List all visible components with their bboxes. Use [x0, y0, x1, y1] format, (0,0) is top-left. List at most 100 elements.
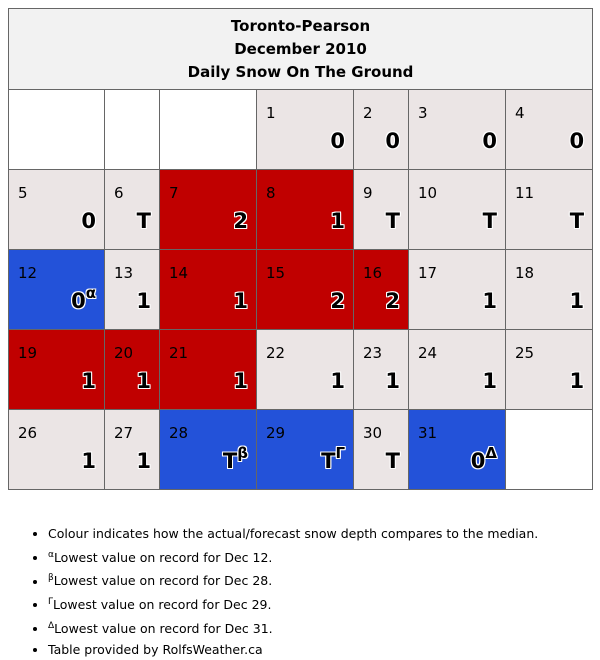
footnote-text: Lowest value on record for Dec 28.: [53, 573, 273, 589]
day-number: 4: [515, 104, 525, 122]
snow-depth-value: 1: [233, 369, 248, 393]
snow-depth-value: 1: [569, 369, 585, 393]
month-title: December 2010: [234, 39, 367, 58]
snow-depth-value: 2: [233, 209, 248, 233]
snow-depth-value: 0: [330, 129, 345, 153]
day-number: 10: [418, 184, 438, 202]
day-cell-14: 14 1: [159, 249, 257, 330]
day-cell-13: 13 1: [104, 249, 160, 330]
day-number: 31: [418, 424, 438, 442]
day-cell-15: 15 2: [256, 249, 354, 330]
day-cell-31: 31 0Δ: [408, 409, 506, 490]
empty-day-cell: [504, 409, 594, 490]
footnote-marker: α: [85, 284, 96, 302]
day-cell-28: 28 Tβ: [159, 409, 257, 490]
snow-depth-value: 0: [482, 129, 497, 153]
day-number: 20: [114, 344, 134, 362]
snow-depth-value: 2: [385, 289, 400, 313]
snow-depth-value: 1: [81, 449, 96, 473]
week-row: 26 1 27 1 28 Tβ 29 TΓ 30 T 31 0Δ: [8, 409, 594, 490]
footnote-symbol: Γ: [48, 597, 54, 608]
snow-depth-value: 1: [136, 369, 151, 393]
footnote-symbol: α: [48, 549, 54, 560]
day-number: 29: [266, 424, 286, 442]
day-number: 30: [363, 424, 383, 442]
snow-depth-value: Tβ: [222, 444, 248, 473]
day-cell-30: 30 T: [353, 409, 409, 490]
footnotes-list: Colour indicates how the actual/forecast…: [8, 524, 538, 660]
snow-depth-value: T: [482, 209, 497, 233]
day-number: 23: [363, 344, 383, 362]
day-cell-27: 27 1: [104, 409, 160, 490]
snow-depth-value: T: [569, 209, 585, 233]
day-cell-26: 26 1: [8, 409, 105, 490]
footnote-text: Lowest value on record for Dec 29.: [53, 597, 272, 613]
week-row: 5 0 6 T 7 2 8 1 9 T 10 T 11 T: [8, 169, 594, 250]
footnote-text: Lowest value on record for Dec 31.: [54, 621, 273, 636]
day-cell-20: 20 1: [104, 329, 160, 410]
day-number: 7: [169, 184, 179, 202]
snow-depth-value: 0Δ: [470, 444, 497, 473]
day-cell-12: 12 0α: [8, 249, 105, 330]
day-number: 5: [18, 184, 28, 202]
week-row: 19 1 20 1 21 1 22 1 23 1 24 1 25 1: [8, 329, 594, 410]
footnote-item: αLowest value on record for Dec 12.: [48, 545, 538, 569]
footnote-marker: Δ: [485, 444, 497, 462]
day-number: 19: [18, 344, 38, 362]
day-number: 13: [114, 264, 134, 282]
day-cell-21: 21 1: [159, 329, 257, 410]
day-number: 22: [266, 344, 286, 362]
table-header: Toronto-Pearson December 2010 Daily Snow…: [7, 8, 594, 90]
metric-title: Daily Snow On The Ground: [187, 62, 414, 81]
snow-depth-value: 2: [330, 289, 345, 313]
week-row: 12 0α 13 1 14 1 15 2 16 2 17 1 18 1: [8, 249, 594, 330]
empty-day-cell: [8, 89, 105, 170]
day-cell-19: 19 1: [8, 329, 105, 410]
day-number: 16: [363, 264, 383, 282]
day-cell-29: 29 TΓ: [256, 409, 354, 490]
snow-depth-value: 1: [569, 289, 585, 313]
day-number: 14: [169, 264, 189, 282]
snow-depth-value: T: [385, 449, 400, 473]
day-cell-11: 11 T: [504, 169, 594, 250]
snow-depth-value: 1: [330, 209, 345, 233]
snow-depth-value: 1: [482, 369, 497, 393]
footnote-item: ΔLowest value on record for Dec 31.: [48, 616, 538, 640]
snow-depth-value: 1: [330, 369, 345, 393]
footnote-item: βLowest value on record for Dec 28.: [48, 568, 538, 592]
snow-depth-value: 0α: [71, 284, 96, 313]
day-number: 15: [266, 264, 286, 282]
snow-depth-value: 0: [569, 129, 585, 153]
footnote-item: Table provided by RolfsWeather.ca: [48, 640, 538, 660]
snow-depth-value: 1: [136, 449, 151, 473]
day-cell-23: 23 1: [353, 329, 409, 410]
day-cell-10: 10 T: [408, 169, 506, 250]
snow-depth-value: 1: [385, 369, 400, 393]
day-number: 11: [515, 184, 535, 202]
snow-depth-value: 0: [81, 209, 96, 233]
day-number: 25: [515, 344, 535, 362]
footnote-text: Lowest value on record for Dec 12.: [53, 549, 273, 565]
day-cell-25: 25 1: [504, 329, 594, 410]
snow-depth-value: 1: [81, 369, 96, 393]
footnote-marker: Γ: [335, 444, 345, 462]
day-number: 3: [418, 104, 428, 122]
calendar-body: 1 0 2 0 3 0 4 0 5 0 6 T 7 2 8 1 9 T 10 T 11 T 12 0α 13 1 14 1 15 2 16 2…: [8, 89, 594, 490]
day-number: 18: [515, 264, 535, 282]
day-number: 12: [18, 264, 38, 282]
day-number: 26: [18, 424, 38, 442]
empty-day-cell: [104, 89, 160, 170]
day-cell-16: 16 2: [353, 249, 409, 330]
empty-day-cell: [159, 89, 257, 170]
day-number: 2: [363, 104, 373, 122]
day-number: 28: [169, 424, 189, 442]
snow-depth-value: T: [136, 209, 151, 233]
day-cell-18: 18 1: [504, 249, 594, 330]
day-number: 24: [418, 344, 438, 362]
